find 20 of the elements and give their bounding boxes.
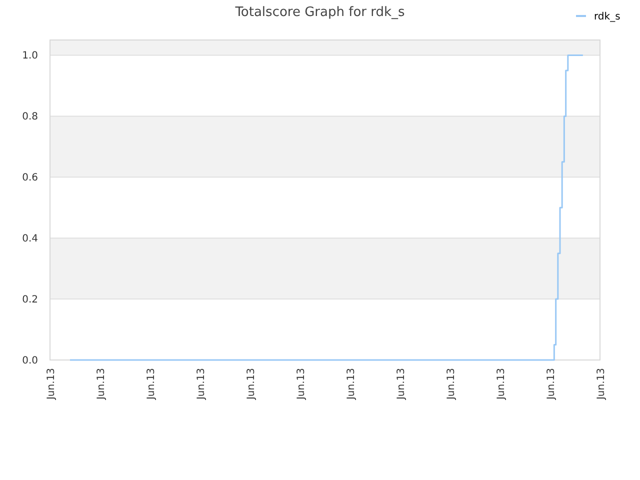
x-tick-label: Jun.13 xyxy=(146,368,157,401)
x-tick-label: Jun.13 xyxy=(346,368,357,401)
chart-title: Totalscore Graph for rdk_s xyxy=(234,5,406,20)
x-tick-label: Jun.13 xyxy=(296,368,307,401)
y-tick-label: 0.6 xyxy=(22,172,38,184)
x-tick-label: Jun.13 xyxy=(46,368,57,401)
y-tick-label: 0.4 xyxy=(22,234,38,245)
x-tick-label: Jun.13 xyxy=(596,368,607,401)
legend-label: rdk_s xyxy=(594,12,620,22)
x-tick-label: Jun.13 xyxy=(496,368,507,401)
y-tick-label: 0.2 xyxy=(22,294,38,306)
x-tick-label: Jun.13 xyxy=(446,368,457,401)
y-tick-label: 0.0 xyxy=(22,356,38,366)
y-tick-label: 1.0 xyxy=(22,50,38,62)
x-tick-label: Jun.13 xyxy=(96,368,107,401)
x-tick-label: Jun.13 xyxy=(246,368,257,401)
x-tick-label: Jun.13 xyxy=(396,368,407,401)
x-tick-label: Jun.13 xyxy=(546,368,557,401)
y-tick-label: 0.8 xyxy=(22,112,38,123)
x-tick-label: Jun.13 xyxy=(196,368,207,401)
